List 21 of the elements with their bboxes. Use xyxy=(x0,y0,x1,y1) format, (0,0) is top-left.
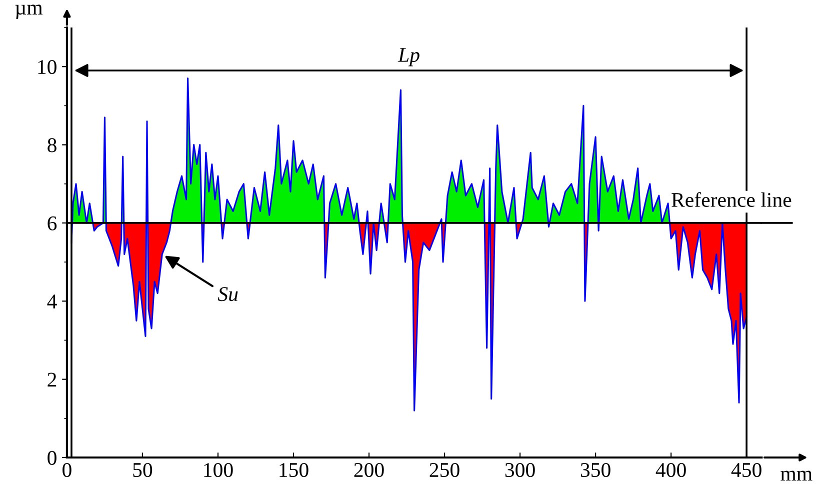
y-axis-title: µm xyxy=(15,4,43,19)
x-tick-label: 450 xyxy=(731,462,762,478)
y-tick-label: 10 xyxy=(38,60,56,74)
x-tick-label: 150 xyxy=(280,462,308,478)
x-tick-label: 50 xyxy=(133,462,152,478)
x-tick-label: 0 xyxy=(62,462,72,478)
y-tick-label: 8 xyxy=(48,138,56,152)
x-tick-label: 100 xyxy=(204,462,233,478)
x-tick-label: 250 xyxy=(430,462,460,478)
y-tick-label: 2 xyxy=(48,372,56,387)
x-tick-label: 300 xyxy=(505,462,535,478)
y-tick-label: 0 xyxy=(48,450,56,465)
annotation: Su xyxy=(218,287,238,302)
x-tick-label: 400 xyxy=(656,462,686,478)
ref-line-label: Reference line xyxy=(672,192,792,207)
x-tick-label: 350 xyxy=(580,462,610,478)
y-tick-label: 6 xyxy=(48,216,57,230)
x-tick-label: 200 xyxy=(354,462,384,478)
y-tick-label: 4 xyxy=(47,294,57,308)
x-axis-title: mm xyxy=(780,470,812,481)
annotation: Lp xyxy=(398,48,420,66)
